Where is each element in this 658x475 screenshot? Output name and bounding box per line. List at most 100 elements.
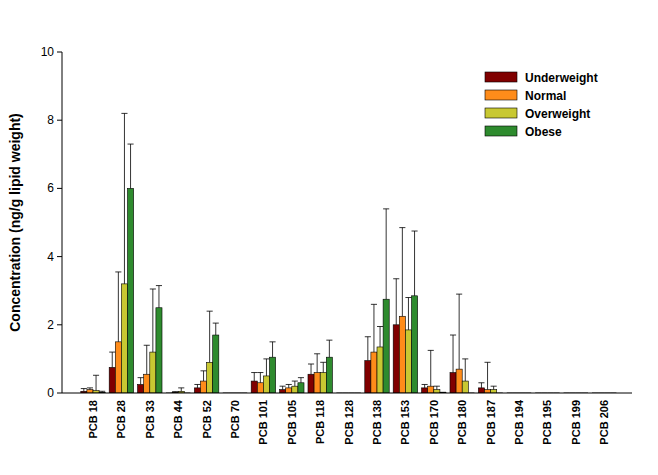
error-stem <box>209 311 210 362</box>
y-axis <box>62 52 63 393</box>
error-cap <box>371 304 377 305</box>
x-tick-label: PCB 153 <box>399 400 411 445</box>
bar <box>434 390 440 393</box>
error-stem <box>158 286 159 308</box>
error-stem <box>430 350 431 386</box>
x-tick-label: PCB 118 <box>314 400 326 444</box>
error-bar <box>178 388 184 391</box>
error-stem <box>424 384 425 387</box>
y-tick <box>57 52 62 53</box>
error-stem <box>436 386 437 389</box>
error-cap <box>478 382 484 383</box>
error-cap <box>81 388 87 389</box>
error-bar <box>286 384 292 387</box>
x-tick-label: PCB 187 <box>485 400 497 445</box>
bar <box>491 390 497 393</box>
error-cap <box>383 208 389 209</box>
bar <box>326 357 332 393</box>
bar <box>87 390 93 393</box>
x-tick-label: PCB 18 <box>87 400 99 439</box>
error-cap <box>428 350 434 351</box>
bar <box>292 386 298 393</box>
error-cap <box>462 358 468 359</box>
error-stem <box>215 323 216 335</box>
error-bar <box>383 209 389 299</box>
error-cap <box>286 384 292 385</box>
legend-label: Overweight <box>525 107 590 121</box>
error-cap <box>326 340 332 341</box>
bar <box>257 383 263 393</box>
x-tick-label: PCB 70 <box>229 400 241 439</box>
error-cap <box>121 113 127 114</box>
error-bar <box>450 335 456 373</box>
error-bar <box>298 378 304 383</box>
x-tick-label: PCB 128 <box>343 400 355 445</box>
bar <box>393 325 399 393</box>
error-stem <box>266 359 267 376</box>
error-bar <box>213 323 219 335</box>
error-bar <box>194 384 200 387</box>
x-tick-label: PCB 194 <box>513 399 525 445</box>
error-stem <box>124 113 125 284</box>
error-stem <box>130 144 131 188</box>
bar <box>422 388 428 393</box>
error-bar <box>484 362 490 389</box>
error-bar <box>399 228 405 317</box>
x-tick-label: PCB 44 <box>172 399 184 438</box>
error-bar <box>200 371 206 381</box>
bar <box>194 388 200 393</box>
x-tick-label: PCB 138 <box>371 400 383 445</box>
error-cap <box>99 391 105 392</box>
error-stem <box>203 371 204 381</box>
error-stem <box>118 272 119 342</box>
bar <box>383 299 389 393</box>
error-stem <box>367 337 368 361</box>
error-bar <box>422 384 428 387</box>
x-tick-label: PCB 199 <box>570 400 582 445</box>
error-cap <box>178 387 184 388</box>
error-stem <box>260 373 261 383</box>
error-cap <box>87 387 93 388</box>
error-stem <box>408 298 409 330</box>
error-bar <box>156 286 162 308</box>
error-bar <box>393 279 399 325</box>
error-stem <box>493 386 494 389</box>
error-bar <box>128 144 134 188</box>
error-stem <box>329 340 330 357</box>
bar <box>200 381 206 393</box>
error-cap <box>314 353 320 354</box>
y-tick-label: 2 <box>47 318 54 332</box>
y-tick <box>57 324 62 325</box>
bar <box>207 362 213 393</box>
error-bar <box>144 345 150 374</box>
error-bar <box>478 383 484 388</box>
bar <box>121 284 127 393</box>
bar <box>478 388 484 393</box>
error-cap <box>422 384 428 385</box>
error-cap <box>393 278 399 279</box>
error-stem <box>181 388 182 391</box>
bar <box>115 342 121 393</box>
error-stem <box>465 359 466 381</box>
error-cap <box>491 386 497 387</box>
error-cap <box>138 377 144 378</box>
x-tick-label: PCB 170 <box>428 400 440 445</box>
error-bar <box>251 373 257 382</box>
error-cap <box>172 391 178 392</box>
bar <box>456 369 462 393</box>
bar <box>308 374 314 393</box>
error-cap <box>257 372 263 373</box>
bar <box>428 386 434 393</box>
x-tick-label: PCB 180 <box>456 400 468 445</box>
error-stem <box>323 362 324 372</box>
y-tick <box>57 120 62 121</box>
error-stem <box>282 386 283 389</box>
error-stem <box>272 342 273 357</box>
bar <box>462 381 468 393</box>
bar <box>251 381 257 393</box>
plot-area <box>81 113 617 393</box>
error-cap <box>115 271 121 272</box>
bar <box>314 373 320 393</box>
error-bar <box>428 350 434 386</box>
x-tick-label: PCB 101 <box>257 400 269 445</box>
